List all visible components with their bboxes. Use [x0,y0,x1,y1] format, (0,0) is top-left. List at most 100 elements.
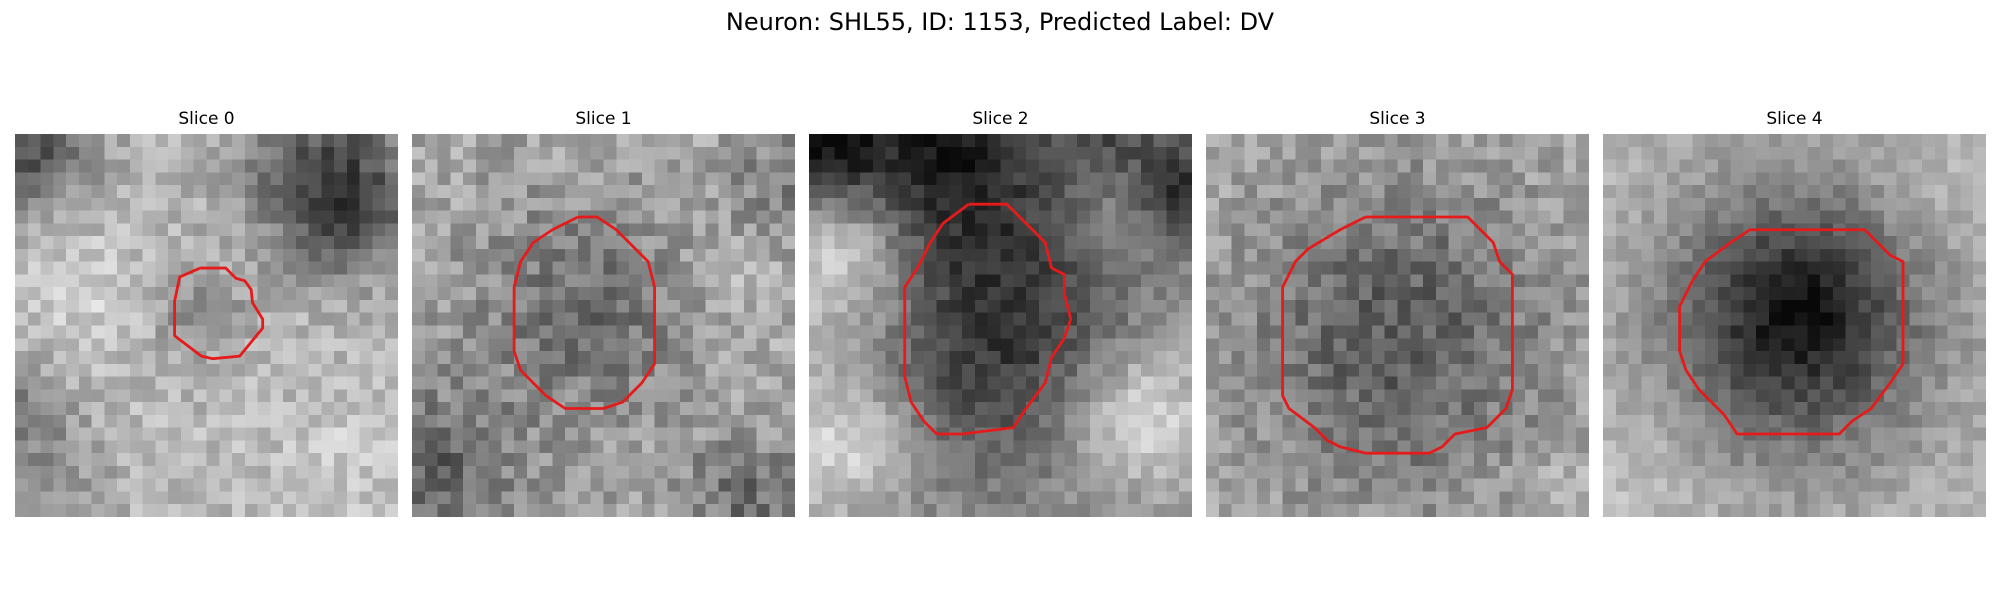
pixel [244,402,258,416]
pixel [1089,376,1103,390]
pixel [27,325,41,339]
pixel [346,236,360,250]
pixel [437,223,451,237]
pixel [782,453,795,467]
pixel [885,248,899,262]
pixel [1922,338,1936,352]
pixel [1692,210,1706,224]
pixel [334,453,348,467]
pixel [526,223,540,237]
pixel [1756,248,1770,262]
pixel [1576,389,1589,403]
pixel [1115,402,1129,416]
pixel [1435,478,1449,492]
pixel [718,325,732,339]
pixel [1717,478,1731,492]
pixel [603,287,617,301]
pixel [334,402,348,416]
pixel [501,134,515,148]
pixel [974,274,988,288]
pixel [1692,299,1706,313]
pixel [66,185,80,199]
segmentation-contour [903,202,1073,436]
pixel [680,185,694,199]
pixel [463,389,477,403]
pixel [1499,223,1513,237]
pixel [987,287,1001,301]
pixel [1077,504,1091,517]
pixel [1013,159,1027,173]
pixel [1525,363,1539,377]
pixel [1947,325,1961,339]
pixel [1781,159,1795,173]
pixel [1922,389,1936,403]
pixel [629,197,643,211]
pixel [1756,287,1770,301]
pixel [936,146,950,160]
pixel [834,376,848,390]
pixel [782,338,795,352]
pixel [1423,465,1437,479]
pixel [1051,134,1065,148]
pixel [283,299,297,313]
pixel [1563,185,1577,199]
pixel [104,236,118,250]
pixel [1269,504,1283,517]
pixel [1423,287,1437,301]
pixel [1628,248,1642,262]
pixel [206,159,220,173]
pixel [450,210,464,224]
pixel [1077,491,1091,505]
pixel [526,491,540,505]
pixel [987,440,1001,454]
pixel [1743,210,1757,224]
pixel [155,402,169,416]
pixel [1320,338,1334,352]
pixel [1615,338,1629,352]
pixel [450,159,464,173]
pixel [321,299,335,313]
pixel [1282,248,1296,262]
pixel [769,134,783,148]
pixel [1871,465,1885,479]
pixel [1730,146,1744,160]
pixel [654,351,668,365]
pixel [66,248,80,262]
pixel [962,287,976,301]
pixel [756,402,770,416]
pixel [346,338,360,352]
pixel [463,414,477,428]
pixel [117,159,131,173]
pixel [1384,491,1398,505]
pixel [91,440,105,454]
pixel [1308,172,1322,186]
pixel [1051,402,1065,416]
pixel [872,134,886,148]
pixel [1448,440,1462,454]
pixel [539,363,553,377]
pixel [1576,338,1589,352]
pixel [654,440,668,454]
pixel [1499,197,1513,211]
pixel [334,261,348,275]
pixel [40,274,54,288]
pixel [1641,159,1655,173]
pixel [501,287,515,301]
pixel [1628,402,1642,416]
pixel [654,197,668,211]
pixel [1550,248,1564,262]
pixel [1064,248,1078,262]
pixel [1077,248,1091,262]
pixel [1960,274,1974,288]
pixel [1807,440,1821,454]
pixel [1960,389,1974,403]
pixel [1512,440,1526,454]
pixel [257,351,271,365]
pixel [974,299,988,313]
pixel [1692,338,1706,352]
pixel [308,453,322,467]
pixel [437,146,451,160]
pixel [603,427,617,441]
pixel [15,440,29,454]
pixel [731,159,745,173]
